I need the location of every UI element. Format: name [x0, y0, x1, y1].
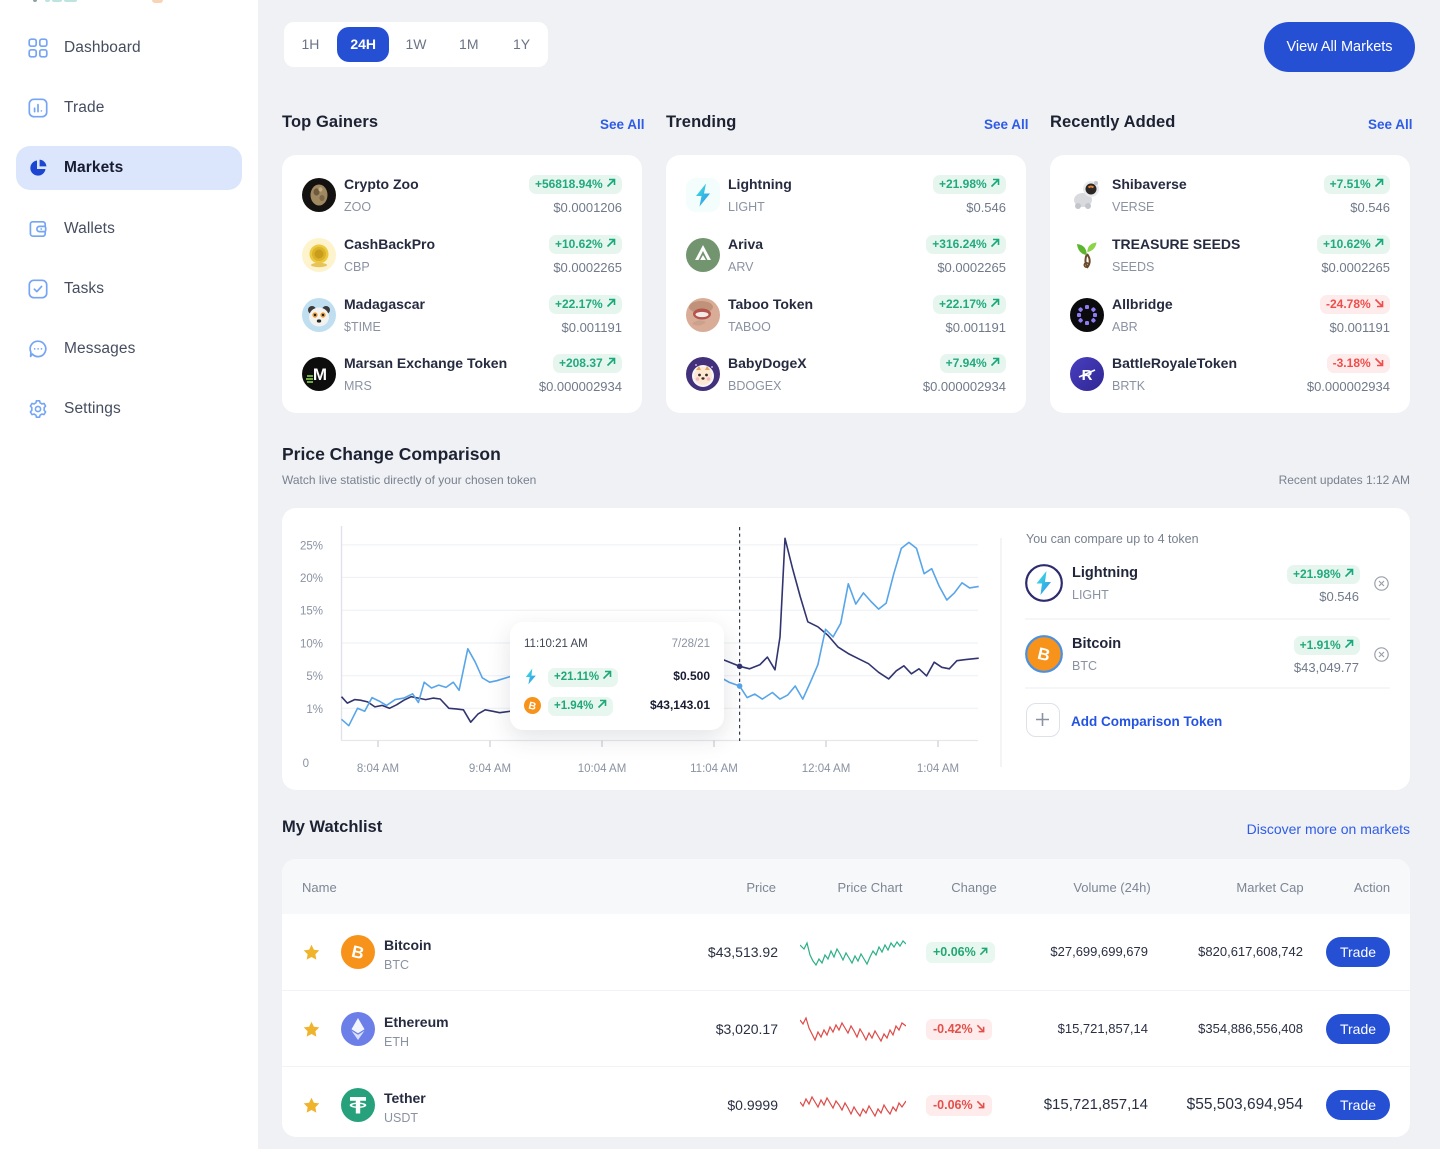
svg-text:R: R	[1082, 367, 1093, 384]
svg-text:B: B	[350, 942, 366, 963]
svg-text:M: M	[313, 365, 327, 384]
svg-text:1%: 1%	[306, 704, 323, 716]
svg-text:1:04 AM: 1:04 AM	[917, 763, 959, 775]
svg-text:15%: 15%	[300, 606, 323, 618]
svg-text:12:04 AM: 12:04 AM	[802, 763, 851, 775]
svg-text:20%: 20%	[300, 573, 323, 585]
svg-text:25%: 25%	[300, 541, 323, 553]
svg-text:B: B	[1036, 644, 1052, 665]
svg-text:11:04 AM: 11:04 AM	[690, 763, 738, 775]
svg-text:10:04 AM: 10:04 AM	[578, 763, 627, 775]
svg-text:9:04 AM: 9:04 AM	[469, 763, 511, 775]
svg-text:8:04 AM: 8:04 AM	[357, 763, 399, 775]
svg-text:B: B	[527, 701, 537, 714]
svg-text:5%: 5%	[306, 671, 323, 683]
svg-text:0: 0	[303, 758, 309, 770]
svg-text:10%: 10%	[300, 639, 323, 651]
